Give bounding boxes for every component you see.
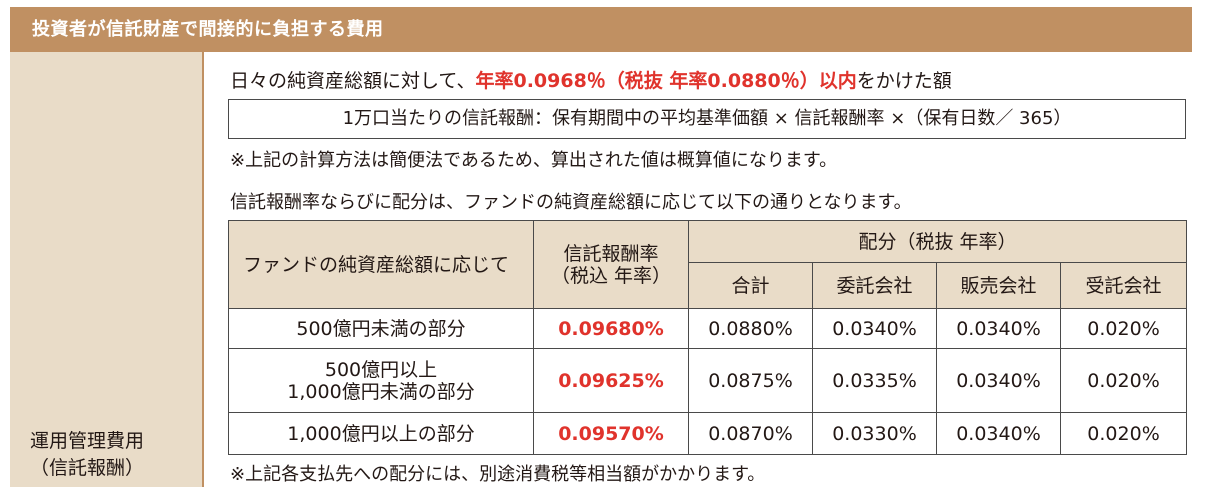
fee-rate-highlight: 年率0.0968％（税抜 年率0.0880％）以内	[475, 70, 857, 92]
calculation-note: ※上記の計算方法は簡便法であるため、算出された値は概算値になります。	[230, 150, 838, 171]
row-trustee: 0.020%	[1059, 308, 1188, 349]
row-trust-fee-rate: 0.09570%	[533, 412, 689, 455]
row-trust-fee-rate: 0.09680%	[533, 308, 689, 349]
fee-allocation-table: ファンドの純資産総額に応じて 信託報酬率 （税込 年率） 配分（税抜 年率） 合…	[228, 220, 1188, 455]
row-amount-line1: 500億円以上	[324, 358, 438, 381]
header-trust-fee-rate: 信託報酬率 （税込 年率）	[533, 220, 689, 309]
formula-text: 1万口当たりの信託報酬：保有期間中の平均基準価額 × 信託報酬率 ×（保有日数／…	[342, 108, 1072, 129]
left-label-column	[10, 52, 204, 487]
row-total: 0.0870%	[688, 412, 813, 455]
fee-category-label: 運用管理費用 （信託報酬）	[30, 428, 144, 482]
table-subheader-row: 合計 委託会社 販売会社 受託会社	[229, 262, 1188, 309]
row-trustee: 0.020%	[1059, 412, 1188, 455]
section-header: 投資者が信託財産で間接的に負担する費用	[10, 7, 1192, 52]
row-trustee: 0.020%	[1059, 348, 1188, 413]
row-amount: 500億円以上 1,000億円未満の部分	[228, 348, 534, 413]
fee-detail-column: 日々の純資産総額に対して、年率0.0968％（税抜 年率0.0880％）以内をか…	[206, 52, 1192, 487]
formula-box: 1万口当たりの信託報酬：保有期間中の平均基準価額 × 信託報酬率 ×（保有日数／…	[228, 99, 1186, 139]
row-amount-line2: 1,000億円未満の部分	[287, 380, 475, 403]
table-row: 500億円未満の部分 0.09680% 0.0880% 0.0340% 0.03…	[228, 308, 1188, 349]
fee-category-label-line1: 運用管理費用	[30, 430, 145, 452]
table-row: 500億円以上 1,000億円未満の部分 0.09625% 0.0875% 0.…	[228, 348, 1188, 413]
row-trustor: 0.0335%	[812, 348, 937, 413]
section-title: 投資者が信託財産で間接的に負担する費用	[32, 19, 384, 40]
fee-rate-suffix: をかけた額	[856, 70, 952, 92]
header-total: 合計	[688, 262, 813, 309]
header-trustor: 委託会社	[812, 262, 937, 309]
row-amount: 500億円未満の部分	[228, 308, 534, 349]
allocation-intro: 信託報酬率ならびに配分は、ファンドの純資産総額に応じて以下の通りとなります。	[230, 192, 912, 213]
header-trustee: 受託会社	[1059, 262, 1188, 309]
fee-rate-prefix: 日々の純資産総額に対して、	[230, 70, 476, 92]
row-amount: 1,000億円以上の部分	[228, 412, 534, 455]
row-distributor: 0.0340%	[936, 348, 1061, 413]
row-total: 0.0880%	[688, 308, 813, 349]
header-distributor: 販売会社	[936, 262, 1061, 309]
header-net-assets: ファンドの純資産総額に応じて	[228, 220, 534, 309]
fee-category-label-line2: （信託報酬）	[30, 457, 145, 479]
row-distributor: 0.0340%	[936, 308, 1061, 349]
table-row: 1,000億円以上の部分 0.09570% 0.0870% 0.0330% 0.…	[228, 412, 1188, 455]
row-total: 0.0875%	[688, 348, 813, 413]
row-distributor: 0.0340%	[936, 412, 1061, 455]
consumption-tax-note: ※上記各支払先への配分には、別途消費税等相当額がかかります。	[230, 464, 766, 485]
header-trust-fee-rate-line2: （税込 年率）	[550, 264, 672, 287]
row-trustor: 0.0330%	[812, 412, 937, 455]
header-trust-fee-rate-line1: 信託報酬率	[563, 242, 659, 265]
fee-rate-description: 日々の純資産総額に対して、年率0.0968％（税抜 年率0.0880％）以内をか…	[230, 66, 952, 93]
header-allocation: 配分（税抜 年率）	[687, 220, 1188, 263]
table-header-row: ファンドの純資産総額に応じて 信託報酬率 （税込 年率） 配分（税抜 年率）	[228, 220, 1188, 309]
row-trustor: 0.0340%	[812, 308, 937, 349]
row-trust-fee-rate: 0.09625%	[533, 348, 689, 413]
